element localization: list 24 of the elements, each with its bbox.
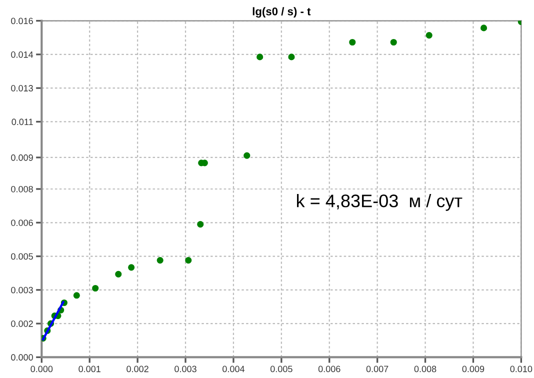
x-tick-label: 0.005 xyxy=(270,366,292,372)
y-tick-label: 0.006 xyxy=(11,220,33,226)
y-tick-label: 0.003 xyxy=(11,286,33,294)
y-tick-label: 0.000 xyxy=(11,354,33,361)
y-tick-label: 0.011 xyxy=(12,118,33,126)
y-tick-label: 0.002 xyxy=(11,320,33,327)
x-tick-label: 0.006 xyxy=(318,366,340,372)
x-tick-label: 0.008 xyxy=(414,366,436,372)
y-tick-label: 0.014 xyxy=(11,51,34,58)
annotation: k = 4,83E-03 м / сут xyxy=(297,194,462,211)
x-tick-label: 0.004 xyxy=(222,366,244,372)
x-tick-label: 0.010 xyxy=(510,366,532,372)
y-tick-label: 0.016 xyxy=(11,18,33,24)
y-tick-label: 0.005 xyxy=(11,253,33,260)
x-tick-label: 0.009 xyxy=(462,366,484,372)
x-tick-label: 0.001 xyxy=(78,366,100,372)
chart-title: lg(s0 / s) - t xyxy=(252,7,311,18)
y-tick-label: 0.013 xyxy=(11,85,33,92)
y-tick-label: 0.009 xyxy=(11,154,33,161)
x-tick-label: 0.000 xyxy=(30,366,53,372)
x-tick-label: 0.003 xyxy=(174,366,196,372)
x-tick-label: 0.007 xyxy=(366,366,388,372)
y-tick-label: 0.008 xyxy=(11,186,33,192)
x-tick-label: 0.002 xyxy=(126,366,148,372)
